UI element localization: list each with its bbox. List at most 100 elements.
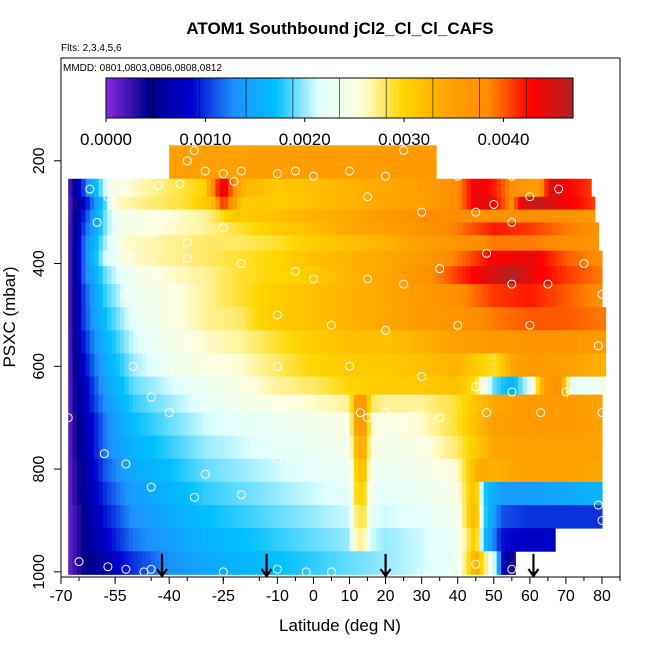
heatmap-cell	[319, 458, 325, 483]
heatmap-cell	[405, 481, 411, 506]
heatmap-cell	[297, 394, 303, 413]
heatmap-cell	[544, 435, 550, 460]
heatmap-cell	[115, 505, 121, 529]
heatmap-cell	[483, 376, 489, 395]
heatmap-cell	[397, 250, 403, 267]
heatmap-cell	[111, 266, 117, 285]
heatmap-cell	[379, 435, 385, 460]
heatmap-cell	[513, 458, 519, 483]
heatmap-cell	[587, 481, 593, 506]
heatmap-cell	[384, 353, 390, 377]
heatmap-cell	[526, 235, 532, 252]
heatmap-cell	[198, 330, 203, 354]
heatmap-cell	[518, 435, 524, 460]
heatmap-cell	[141, 376, 147, 395]
heatmap-cell	[407, 145, 413, 180]
heatmap-cell	[232, 551, 238, 575]
heatmap-cell	[436, 435, 441, 460]
heatmap-cell	[436, 481, 441, 506]
heatmap-cell	[466, 376, 472, 395]
heatmap-cell	[89, 209, 95, 223]
heatmap-cell	[267, 505, 273, 529]
heatmap-cell	[591, 196, 596, 210]
data-point	[399, 145, 409, 155]
heatmap-cell	[561, 394, 567, 413]
heatmap-cell	[198, 353, 203, 377]
heatmap-cell	[565, 330, 571, 354]
heatmap-cell	[596, 222, 599, 236]
heatmap-cell	[496, 266, 502, 285]
heatmap-cell	[198, 458, 203, 483]
heatmap-cell	[526, 284, 532, 308]
heatmap-cell	[332, 266, 338, 285]
heatmap-cell	[431, 376, 437, 395]
heatmap-cell	[211, 178, 216, 198]
heatmap-cell	[466, 505, 472, 529]
heatmap-cell	[349, 394, 355, 413]
heatmap-cell	[172, 266, 178, 285]
data-point	[103, 562, 113, 572]
heatmap-cell	[587, 376, 593, 395]
heatmap-cell	[314, 235, 320, 252]
heatmap-cell	[401, 266, 407, 285]
heatmap-cell	[327, 222, 333, 236]
heatmap-cell	[531, 222, 537, 236]
heatmap-cell	[423, 481, 429, 506]
heatmap-cell	[345, 330, 351, 354]
data-point	[381, 469, 391, 479]
heatmap-cell	[349, 266, 355, 285]
heatmap-cell	[102, 376, 108, 395]
heatmap-cell	[483, 284, 489, 308]
heatmap-cell	[410, 505, 416, 529]
heatmap-cell	[539, 505, 545, 529]
data-point	[536, 408, 546, 418]
heatmap-cell	[314, 353, 320, 377]
heatmap-cell	[466, 481, 472, 506]
heatmap-cell	[397, 505, 403, 529]
heatmap-cell	[552, 353, 558, 377]
heatmap-cell	[379, 250, 385, 267]
heatmap-cell	[141, 222, 147, 236]
heatmap-cell	[353, 412, 359, 437]
heatmap-cell	[544, 412, 550, 437]
data-point	[146, 392, 156, 402]
heatmap-cell	[241, 284, 247, 308]
heatmap-cell	[574, 209, 580, 223]
heatmap-cell	[392, 505, 398, 529]
heatmap-cell	[258, 330, 264, 354]
heatmap-cell	[539, 178, 545, 198]
heatmap-layer	[68, 284, 603, 308]
heatmap-cell	[228, 458, 234, 483]
heatmap-cell	[371, 505, 377, 529]
heatmap-cell	[98, 394, 104, 413]
heatmap-cell	[146, 250, 152, 267]
heatmap-cell	[72, 505, 78, 529]
heatmap-cell	[358, 505, 364, 529]
heatmap-cell	[414, 222, 420, 236]
heatmap-cell	[216, 145, 222, 180]
flights-subtitle: Flts: 2,3,4,5,6	[61, 43, 122, 54]
heatmap-cell	[342, 145, 348, 180]
heatmap-cell	[236, 307, 242, 331]
heatmap-cell	[107, 222, 113, 236]
heatmap-cell	[492, 353, 498, 377]
heatmap-cell	[310, 196, 316, 210]
heatmap-cell	[444, 505, 450, 529]
heatmap-cell	[492, 250, 498, 267]
heatmap-cell	[353, 307, 359, 331]
heatmap-cell	[167, 235, 173, 252]
heatmap-cell	[488, 481, 493, 506]
heatmap-cell	[349, 222, 355, 236]
heatmap-cell	[133, 412, 139, 437]
heatmap-cell	[284, 266, 290, 285]
heatmap-cell	[76, 196, 82, 210]
heatmap-cell	[358, 250, 364, 267]
data-point	[363, 274, 373, 284]
heatmap-cell	[453, 353, 459, 377]
heatmap-cell	[505, 209, 511, 223]
heatmap-cell	[128, 376, 134, 395]
data-point	[200, 469, 210, 479]
heatmap-cell	[327, 394, 333, 413]
heatmap-cell	[436, 353, 441, 377]
heatmap-cell	[483, 353, 489, 377]
